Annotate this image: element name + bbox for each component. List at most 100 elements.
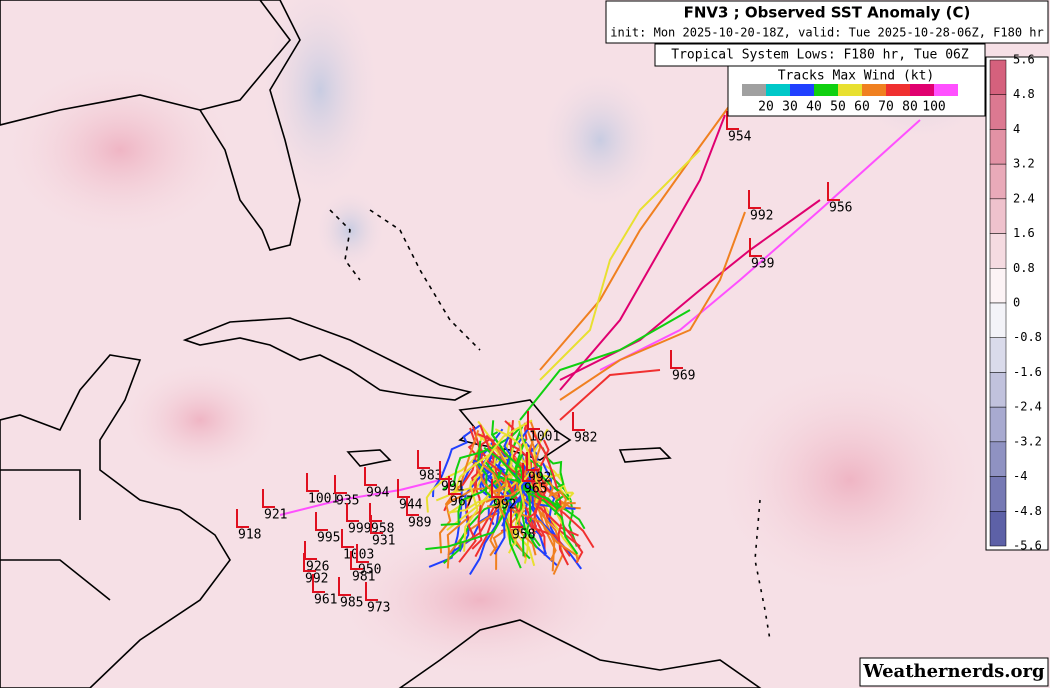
low-marker [350,551,363,570]
colorbar-cell [989,302,1007,338]
low-marker [338,577,351,596]
colorbar-label: 3.2 [1013,157,1035,171]
low-marker [315,512,328,531]
low-marker [341,529,354,548]
colorbar: 5.6 4.8 4 3.2 2.4 1.6 0.8 0 -0.8 -1.6 -2.4 -3.2 -4 -4… [985,53,1049,553]
low-pressure: 989 [408,516,431,531]
colorbar-cell [989,129,1007,165]
low-pressure: 961 [314,593,337,608]
low-marker [334,475,347,494]
colorbar-cell [989,268,1007,304]
low-marker [236,509,249,528]
track [539,149,701,381]
low-pressure: 981 [352,570,375,585]
colorbar-label: 1.6 [1013,226,1035,240]
low-pressure: 985 [340,596,363,611]
low-pressure: 1003 [343,548,374,563]
low-pressure: 1001 [529,430,560,445]
track [559,211,746,401]
track [474,461,579,562]
track [525,456,566,516]
colorbar-label: -4.8 [1013,504,1042,518]
low-marker [364,467,377,486]
colorbar-label: -3.2 [1013,434,1042,448]
low-marker [670,350,683,369]
low-marker [526,452,539,471]
track [452,419,533,495]
legend-label: 40 [806,100,822,115]
colorbar-label: 0.8 [1013,261,1035,275]
legend-swatch [814,84,838,96]
low-marker [749,238,762,257]
low-pressure: 983 [419,469,442,484]
colorbar-cell [989,198,1007,234]
low-pressure: 956 [829,201,852,216]
tracks [279,104,921,576]
low-pressure: 995 [317,531,340,546]
low-marker [370,515,383,534]
legend-swatch [886,84,910,96]
legend-swatch [934,84,958,96]
colorbar-label: -0.8 [1013,330,1042,344]
low-marker [356,544,369,563]
track [514,420,532,546]
low-pressure: 958 [512,528,535,543]
colorbar-cell [989,511,1007,547]
legend-swatch [910,84,934,96]
low-pressure: 931 [372,534,395,549]
low-marker [572,412,585,431]
legend-swatch [766,84,790,96]
low-marker [262,489,275,508]
low-marker [346,503,359,522]
low-marker [510,509,523,528]
track [479,424,595,549]
land [0,0,771,689]
colorbar-label: -2.4 [1013,400,1042,414]
low-pressure: 967 [450,495,473,510]
colorbar-label: 4 [1013,122,1020,136]
low-pressure: 944 [399,498,423,513]
low-marker [306,473,319,492]
low-pressure: 992 [305,572,328,587]
legend-label: 30 [782,100,798,115]
colorbar-cell [989,337,1007,373]
track [503,434,537,511]
colorbar-cell [989,163,1007,200]
colorbar-cell [989,233,1007,269]
anomaly-patches [0,0,990,680]
legend-title: Tracks Max Wind (kt) [778,69,935,84]
legend-label: 80 [902,100,918,115]
low-marker [448,476,461,495]
watermark: Weathernerds.org [862,661,1045,682]
track [559,369,661,421]
lows: 954 992 956 939 969 1001 982 992 965 992 958 921918… [236,111,852,616]
low-pressure: 994 [366,486,390,501]
low-pressure: 950 [358,563,381,578]
colorbar-label: -5.6 [1013,539,1042,553]
track [515,454,532,557]
low-marker [827,182,840,201]
colorbar-cell [989,476,1007,512]
track [440,469,503,526]
low-marker [406,497,419,516]
init-line: init: Mon 2025-10-20-18Z, valid: Tue 202… [610,26,1043,40]
low-marker [748,190,761,209]
track [494,428,565,527]
colorbar-label: 2.4 [1013,191,1035,205]
colorbar-cell [989,372,1007,408]
legend-swatch [742,84,766,96]
low-marker [491,479,504,498]
low-pressure: 969 [672,369,695,384]
track [559,199,821,381]
low-marker [522,463,535,482]
legend-swatch [862,84,886,96]
legend-label: 70 [878,100,894,115]
track [483,446,579,555]
low-marker [417,450,430,469]
low-pressure: 973 [367,601,390,616]
legend-label: 100 [922,100,945,115]
low-pressure: 954 [728,130,752,145]
track [526,451,543,535]
low-pressure: 992 [750,209,773,224]
